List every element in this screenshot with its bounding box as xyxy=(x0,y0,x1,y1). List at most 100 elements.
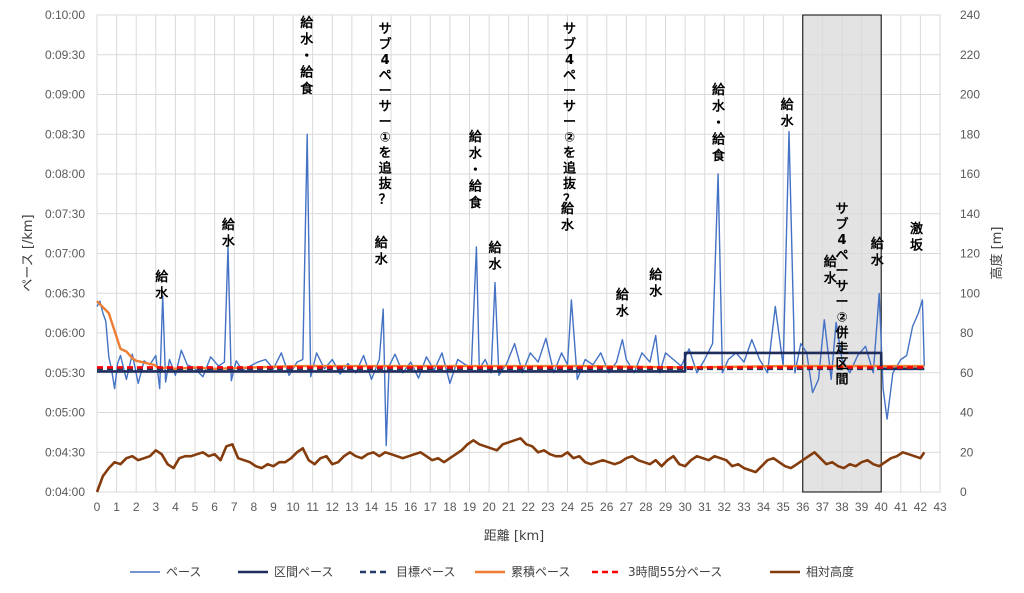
annotation-label: サブ 4 ペーサー ② を追抜？ xyxy=(563,22,577,208)
highlight-band xyxy=(802,14,882,493)
x-tick-label: 17 xyxy=(424,500,438,514)
y-axis-ticks: 0:04:00 0:04:30 0:05:00 0:05:30 0:06:00 0:06:… xyxy=(45,8,85,499)
legend-label: 目標ペース xyxy=(396,565,455,579)
x-tick-label: 10 xyxy=(286,500,300,514)
x-tick-label: 6 xyxy=(211,500,218,514)
x-tick-label: 42 xyxy=(914,500,928,514)
x-tick-label: 23 xyxy=(541,500,555,514)
x-tick-label: 4 xyxy=(172,500,179,514)
y2-tick-label: 60 xyxy=(960,366,974,380)
annotation-label: 給水 xyxy=(824,254,838,287)
annotation-label: 給水 xyxy=(649,267,663,300)
x-tick-label: 14 xyxy=(365,500,379,514)
annotation-label: 給水 xyxy=(616,287,630,320)
x-tick-label: 24 xyxy=(561,500,575,514)
x-tick-label: 9 xyxy=(270,500,277,514)
y-tick-label: 0:05:00 xyxy=(45,406,85,420)
series-line xyxy=(95,436,926,493)
x-tick-label: 31 xyxy=(698,500,712,514)
x-tick-label: 34 xyxy=(757,500,771,514)
legend-label: 3時間55分ペース xyxy=(628,565,722,579)
y2-tick-label: 80 xyxy=(960,326,974,340)
x-tick-label: 27 xyxy=(620,500,634,514)
y2-tick-label: 240 xyxy=(960,8,980,22)
x-tick-label: 22 xyxy=(522,500,536,514)
x-tick-label: 8 xyxy=(250,500,257,514)
y-tick-label: 0:07:30 xyxy=(45,207,85,221)
x-tick-label: 38 xyxy=(835,500,849,514)
annotation-label: 給水 xyxy=(375,235,389,268)
legend-label: 区間ペース xyxy=(274,565,333,579)
y2-tick-label: 40 xyxy=(960,406,974,420)
y-tick-label: 0:08:00 xyxy=(45,167,85,181)
x-axis-ticks: 0 1 2 3 4 5 6 7 8 9 10 11 12 13 14 15 16 17 18 19 20 21 22 23 24… xyxy=(94,500,947,514)
x-tick-label: 0 xyxy=(94,500,101,514)
x-axis-title: 距離 [km] xyxy=(484,529,544,544)
x-tick-label: 21 xyxy=(502,500,516,514)
x-tick-label: 7 xyxy=(231,500,238,514)
y-tick-label: 0:09:30 xyxy=(45,48,85,62)
x-tick-label: 40 xyxy=(875,500,889,514)
x-tick-label: 43 xyxy=(933,500,947,514)
annotation-label: 給水・給食 xyxy=(712,82,726,164)
y-tick-label: 0:10:00 xyxy=(45,8,85,22)
y2-tick-label: 0 xyxy=(960,485,967,499)
y2-tick-label: 20 xyxy=(960,445,974,459)
x-tick-label: 37 xyxy=(816,500,830,514)
y2-tick-label: 160 xyxy=(960,167,980,181)
annotation-label: サブ 4 ペーサー ② 併走区間 xyxy=(834,202,849,388)
x-tick-label: 20 xyxy=(482,500,496,514)
x-tick-label: 26 xyxy=(600,500,614,514)
annotation-label: 給水 xyxy=(871,236,885,269)
annotation-label: サブ 4 ペーサー ① を追抜？ xyxy=(379,22,393,208)
x-tick-label: 29 xyxy=(659,500,673,514)
y-tick-label: 0:04:30 xyxy=(45,445,85,459)
legend: ペース 区間ペース 目標ペース 累積ペース 3時間55分ペース 相対高度 xyxy=(130,564,854,579)
y2-tick-label: 140 xyxy=(960,207,980,221)
x-tick-label: 11 xyxy=(306,500,319,514)
y-tick-label: 0:06:00 xyxy=(45,326,85,340)
x-tick-label: 2 xyxy=(133,500,140,514)
y-tick-label: 0:06:30 xyxy=(45,286,85,300)
x-tick-label: 32 xyxy=(718,500,732,514)
y2-tick-label: 220 xyxy=(960,48,980,62)
x-tick-label: 18 xyxy=(443,500,457,514)
x-tick-label: 15 xyxy=(384,500,398,514)
y2-tick-label: 180 xyxy=(960,127,980,141)
x-tick-label: 28 xyxy=(639,500,653,514)
y-tick-label: 0:07:00 xyxy=(45,247,85,261)
x-tick-label: 19 xyxy=(463,500,477,514)
y-tick-label: 0:04:00 xyxy=(45,485,85,499)
x-tick-label: 35 xyxy=(776,500,790,514)
annotation-label: 給水 xyxy=(488,240,502,273)
legend-label: ペース xyxy=(166,565,201,579)
y2-tick-label: 100 xyxy=(960,286,980,300)
x-tick-label: 1 xyxy=(113,500,120,514)
x-tick-label: 33 xyxy=(737,500,751,514)
x-tick-label: 41 xyxy=(894,500,908,514)
annotation-label: 激坂 xyxy=(910,221,924,254)
y-tick-label: 0:05:30 xyxy=(45,366,85,380)
x-tick-label: 30 xyxy=(678,500,692,514)
legend-label: 相対高度 xyxy=(806,564,854,579)
y2-axis-ticks: 0 20 40 60 80 100 120 140 160 180 200 220 240 xyxy=(960,8,980,499)
x-tick-label: 3 xyxy=(152,500,159,514)
x-tick-label: 5 xyxy=(192,500,199,514)
x-tick-label: 36 xyxy=(796,500,810,514)
x-tick-label: 39 xyxy=(855,500,869,514)
x-tick-label: 12 xyxy=(326,500,340,514)
y2-tick-label: 200 xyxy=(960,88,980,102)
x-tick-label: 25 xyxy=(580,500,594,514)
y2-axis-title: 高度 [m] xyxy=(989,227,1005,280)
annotation-label: 給水・給食 xyxy=(300,15,314,97)
grid xyxy=(96,14,941,493)
legend-label: 累積ペース xyxy=(511,564,570,579)
annotation-label: 給水 xyxy=(222,217,236,250)
annotation-label: 給水 xyxy=(561,201,575,234)
x-tick-label: 13 xyxy=(345,500,359,514)
annotation-label: 給水・給食 xyxy=(469,129,483,211)
y-tick-label: 0:08:30 xyxy=(45,127,85,141)
y-tick-label: 0:09:00 xyxy=(45,88,85,102)
